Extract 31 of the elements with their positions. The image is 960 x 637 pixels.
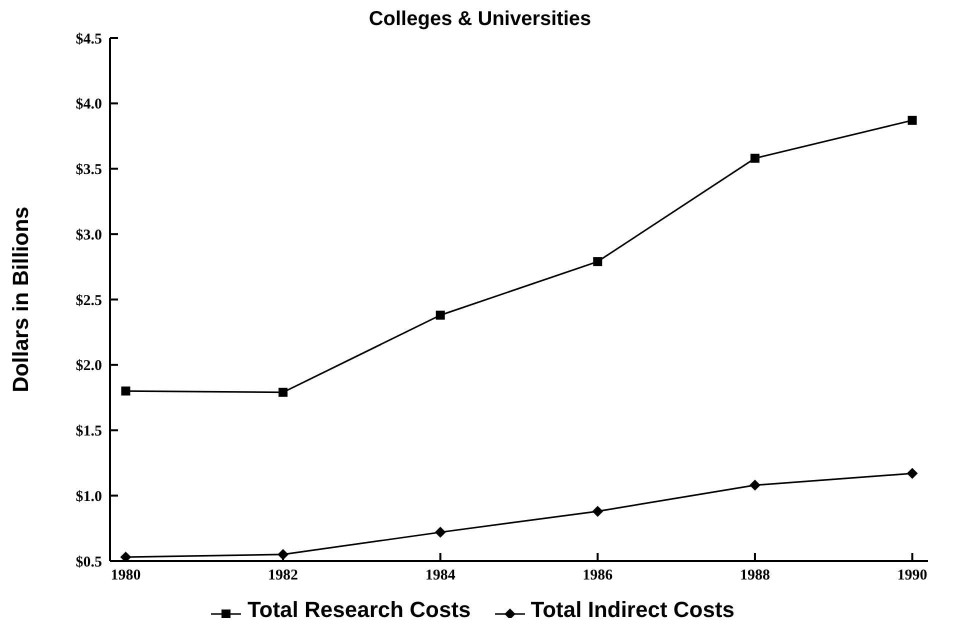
legend-label: Total Indirect Costs <box>530 597 735 623</box>
x-tick-label: 1988 <box>740 568 770 584</box>
point <box>436 310 445 320</box>
y-axis-title: Dollars in Billions <box>8 206 33 392</box>
point <box>434 526 446 538</box>
y-tick-label: $2.0 <box>76 358 102 374</box>
point <box>908 116 917 125</box>
point <box>121 386 130 396</box>
y-tick-label: $3.5 <box>76 162 102 178</box>
y-tick-label: $4.0 <box>76 96 102 113</box>
x-tick-label: 1990 <box>897 568 928 584</box>
x-tick-label: 1980 <box>110 568 141 584</box>
x-tick-label: 1986 <box>582 568 614 584</box>
x-tick-label: 1982 <box>268 568 298 584</box>
point <box>278 388 288 397</box>
chart-title: Colleges & Universities <box>368 8 592 32</box>
y-tick-label: $0.5 <box>76 554 102 570</box>
point <box>592 506 604 517</box>
y-tick-label: $1.5 <box>76 424 102 440</box>
y-tick-label: $4.5 <box>76 31 102 48</box>
point <box>278 548 289 560</box>
point <box>120 552 132 561</box>
y-tick-label: $1.0 <box>76 488 102 505</box>
legend-label: Total Research Costs <box>247 597 471 623</box>
y-tick-label: $2.5 <box>76 292 102 309</box>
point <box>906 468 918 479</box>
point <box>750 154 760 163</box>
point <box>749 480 760 491</box>
y-tick-label: $3.0 <box>76 227 102 244</box>
point <box>593 257 602 266</box>
x-tick-label: 1984 <box>425 568 456 584</box>
